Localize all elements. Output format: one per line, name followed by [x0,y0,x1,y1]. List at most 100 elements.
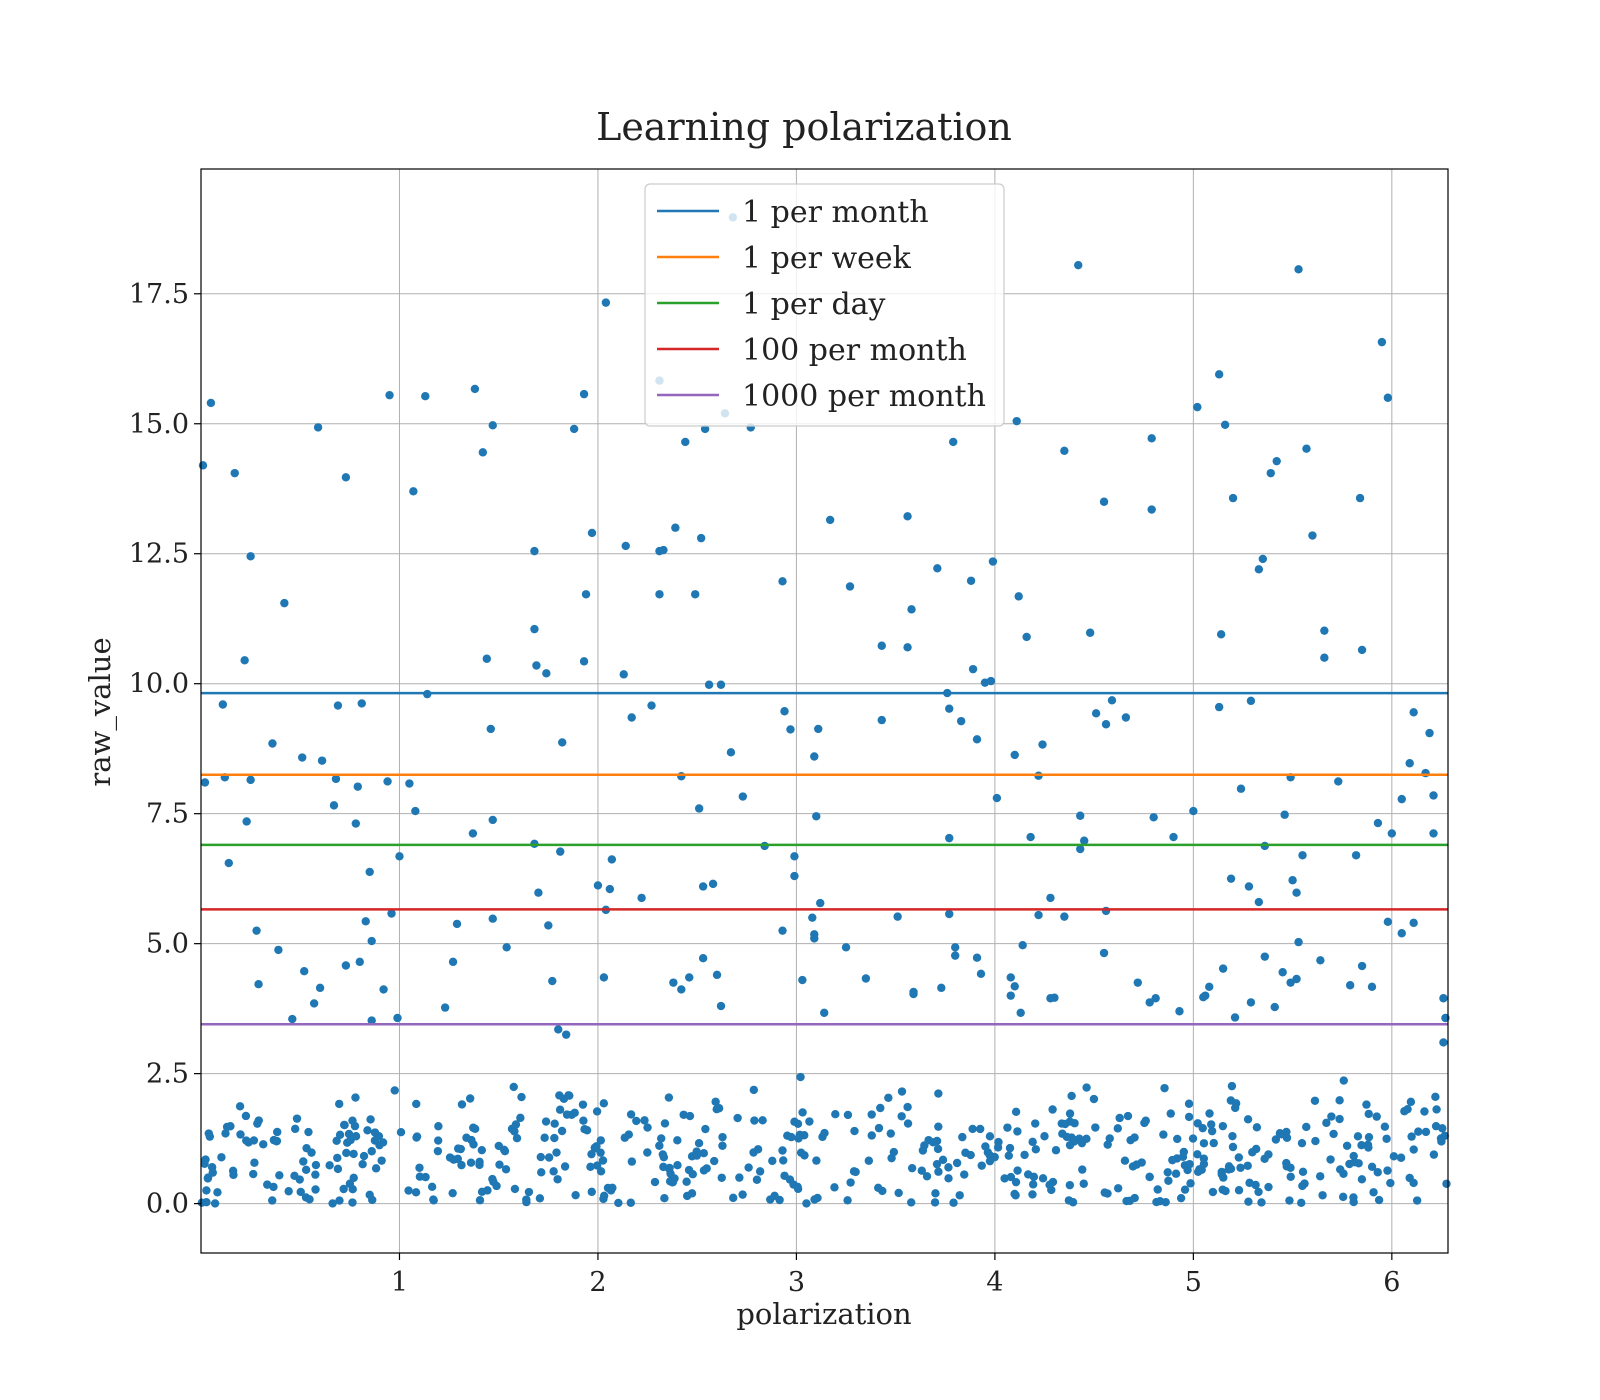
data-point [1105,1134,1114,1143]
x-axis-label: polarization [736,1297,911,1331]
data-point [367,936,376,946]
data-point [1334,777,1343,786]
data-point [429,1195,438,1204]
data-point [1431,1121,1441,1131]
x-tick-label: 4 [986,1267,1003,1298]
data-point [288,1014,297,1024]
data-point [1193,402,1202,412]
data-point [1031,1145,1041,1154]
data-point [1082,1083,1091,1092]
data-point [814,724,823,734]
data-point [1065,1180,1075,1190]
data-point [466,1158,476,1167]
data-point [816,898,825,908]
data-point [361,917,370,926]
data-point [1207,1126,1217,1136]
data-point [1345,1159,1354,1169]
data-point [1257,1198,1266,1207]
data-point [778,1146,787,1155]
data-point [1409,708,1418,717]
y-axis-ticks: 0.0 2.5 5.0 7.5 10.0 12.5 15.0 17.5 [129,279,201,1220]
data-point [608,1183,617,1193]
data-point [201,1155,210,1164]
data-point [1028,1137,1037,1147]
data-point [540,1133,549,1142]
data-point [208,1168,217,1177]
data-point [488,914,497,923]
scatter-points [197,213,1451,1208]
data-point [530,546,539,556]
data-point [1420,1107,1429,1116]
data-point [1164,1176,1173,1185]
data-point [1199,993,1208,1002]
data-point [1355,493,1365,503]
data-point [242,1136,251,1145]
data-point [275,1171,284,1180]
data-point [1254,897,1264,907]
data-point [1077,1138,1087,1148]
data-point [579,389,589,399]
data-point [903,643,912,652]
data-point [1014,592,1023,601]
data-point [296,1187,305,1197]
data-point [601,298,611,307]
data-point [1122,1196,1131,1206]
data-point [534,888,543,897]
data-point [659,545,668,555]
data-point [434,1122,443,1131]
data-point [1431,1092,1440,1101]
data-point [367,1016,376,1025]
data-point [966,576,976,585]
data-point [411,806,420,816]
data-point [930,1198,940,1207]
data-point [1214,370,1224,379]
x-tick-label: 1 [391,1267,408,1298]
data-point [1308,531,1317,540]
data-point [621,541,630,551]
data-point [596,1136,605,1145]
data-point [292,1114,302,1123]
y-tick-label: 10.0 [129,669,189,700]
data-point [1189,806,1198,816]
data-point [269,1182,278,1192]
data-point [714,1104,724,1113]
data-point [530,624,539,634]
data-point [945,833,954,843]
data-point [1141,1116,1150,1125]
data-point [1160,1083,1169,1093]
data-point [1161,1197,1170,1207]
data-point [274,945,283,955]
data-point [335,1130,345,1140]
data-point [363,1126,372,1135]
data-point [950,943,960,952]
data-point [1406,1097,1416,1107]
data-point [660,1194,669,1203]
data-point [812,812,821,821]
data-point [552,1148,561,1157]
data-point [1221,1186,1230,1196]
y-tick-label: 2.5 [146,1059,189,1090]
data-point [433,1136,443,1145]
data-point [1065,1109,1075,1118]
data-point [968,1124,977,1134]
data-point [972,953,982,962]
data-point [331,774,341,784]
data-point [317,756,327,765]
data-point [1034,910,1043,920]
data-point [1099,948,1109,958]
data-point [569,424,579,434]
data-point [669,978,678,987]
data-point [329,801,339,810]
data-point [1184,1112,1194,1122]
data-point [884,1093,893,1103]
data-point [1377,337,1387,347]
data-point [685,1111,695,1121]
data-point [1153,1185,1162,1194]
data-point [1224,1162,1234,1171]
data-point [1288,876,1297,885]
data-point [1357,1175,1367,1184]
data-point [1219,1173,1228,1182]
data-point [335,1099,344,1109]
data-point [1123,1111,1133,1121]
data-point [619,670,628,679]
